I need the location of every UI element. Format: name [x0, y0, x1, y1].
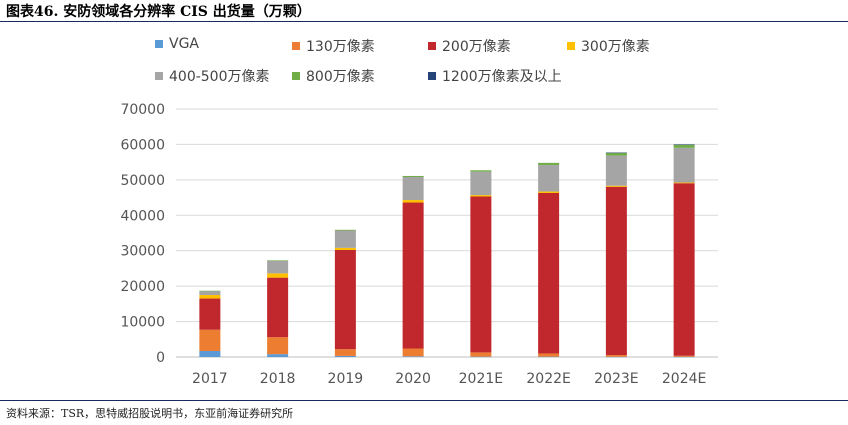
bar-segment: [199, 329, 221, 351]
x-tick-label: 2021E: [459, 371, 503, 387]
bar-segment: [673, 147, 695, 183]
bar-segment: [402, 356, 424, 357]
bar-segment: [605, 185, 627, 187]
bar-segment: [199, 290, 221, 292]
y-tick-label: 30000: [120, 244, 165, 260]
bar-segment: [267, 260, 289, 261]
y-tick-label: 60000: [120, 137, 165, 153]
bar-segment: [199, 298, 221, 330]
legend-item: 130万像素: [292, 36, 375, 56]
legend-swatch: [428, 42, 436, 50]
bar-segment: [605, 155, 627, 186]
bar-segment: [538, 356, 560, 358]
bar-segment: [538, 353, 560, 357]
bar-segment: [334, 355, 356, 357]
bar-segment: [538, 164, 560, 192]
bottom-divider: [0, 400, 848, 401]
stacked-bar-chart: 0 10000 20000 30000 40000 50000 60000 70000 201…: [120, 102, 718, 387]
bar-segment: [470, 170, 492, 172]
bar-segment: [199, 295, 221, 299]
legend-label: 400-500万像素: [169, 69, 270, 85]
bar-segment: [538, 162, 560, 165]
legend-swatch: [155, 40, 163, 48]
bar-segment: [673, 182, 695, 184]
y-tick-label: 10000: [120, 315, 165, 331]
bar-segment: [267, 273, 289, 278]
y-axis-ticks: 0 10000 20000 30000 40000 50000 60000 70000: [120, 102, 165, 366]
bar-segment: [470, 352, 492, 357]
bar-segment: [199, 350, 221, 357]
bar-segment: [334, 230, 356, 248]
y-tick-label: 0: [156, 350, 165, 366]
legend-item: 300万像素: [567, 36, 650, 56]
legend-swatch: [292, 42, 300, 50]
source-note: 资料来源：TSR，思特威招股说明书，东亚前海证券研究所: [6, 407, 294, 420]
bar-segment: [267, 277, 289, 338]
bar-segment: [470, 356, 492, 358]
bar-segment: [538, 191, 560, 193]
x-tick-label: 2019: [328, 371, 364, 387]
bar-segment: [673, 183, 695, 356]
x-tick-label: 2024E: [662, 371, 706, 387]
bar-segment: [470, 195, 492, 197]
y-tick-label: 20000: [120, 279, 165, 295]
bar-segment: [673, 144, 695, 145]
x-tick-label: 2017: [192, 371, 228, 387]
bar-segment: [673, 355, 695, 357]
legend-swatch: [567, 42, 575, 50]
bar-segment: [605, 186, 627, 356]
legend-item: 400-500万像素: [155, 66, 270, 86]
y-tick-label: 70000: [120, 102, 165, 118]
bar-segment: [334, 247, 356, 251]
top-divider: [0, 21, 848, 22]
bar-segment: [199, 291, 221, 295]
bar-segment: [334, 349, 356, 356]
legend-swatch: [155, 72, 163, 80]
bar-segment: [267, 260, 289, 274]
legend-item: VGA: [155, 36, 199, 52]
legend-item: 1200万像素及以上: [428, 66, 562, 86]
bar-segment: [605, 356, 627, 358]
bar-segment: [267, 354, 289, 357]
legend-label: 300万像素: [581, 39, 650, 55]
x-tick-label: 2022E: [526, 371, 570, 387]
bar-segment: [402, 177, 424, 201]
bar-segment: [605, 355, 627, 357]
bar-segment: [402, 202, 424, 349]
bar-segment: [470, 171, 492, 196]
bar-segment: [673, 356, 695, 358]
legend-label: VGA: [169, 36, 200, 52]
bar-segment: [538, 192, 560, 354]
bar-segment: [267, 337, 289, 355]
bar-segment: [334, 250, 356, 350]
bar-segment: [334, 229, 356, 231]
bar-segment: [673, 144, 695, 148]
bar-segment: [470, 196, 492, 353]
chart-bars: [199, 144, 695, 358]
bar-segment: [402, 348, 424, 357]
bar-segment: [605, 152, 627, 154]
bar-segment: [605, 152, 627, 156]
x-tick-label: 2023E: [594, 371, 638, 387]
bar-segment: [402, 200, 424, 203]
legend-label: 200万像素: [442, 39, 511, 55]
page-title: 图表46. 安防领域各分辨率 CIS 出货量（万颗）: [6, 4, 311, 20]
x-axis-ticks: 2017 2018 2019 2020 2021E 2022E 2023E 2024E: [192, 371, 706, 387]
legend-item: 800万像素: [292, 66, 375, 86]
x-tick-label: 2020: [395, 371, 431, 387]
legend-swatch: [292, 72, 300, 80]
y-tick-label: 50000: [120, 173, 165, 189]
legend-label: 800万像素: [306, 69, 375, 85]
legend-item: 200万像素: [428, 36, 511, 56]
x-tick-label: 2018: [260, 371, 296, 387]
legend-swatch: [428, 72, 436, 80]
bar-segment: [402, 175, 424, 178]
legend-label: 130万像素: [306, 39, 375, 55]
y-tick-label: 40000: [120, 208, 165, 224]
chart-gridlines: [176, 108, 718, 358]
legend-label: 1200万像素及以上: [442, 69, 562, 85]
